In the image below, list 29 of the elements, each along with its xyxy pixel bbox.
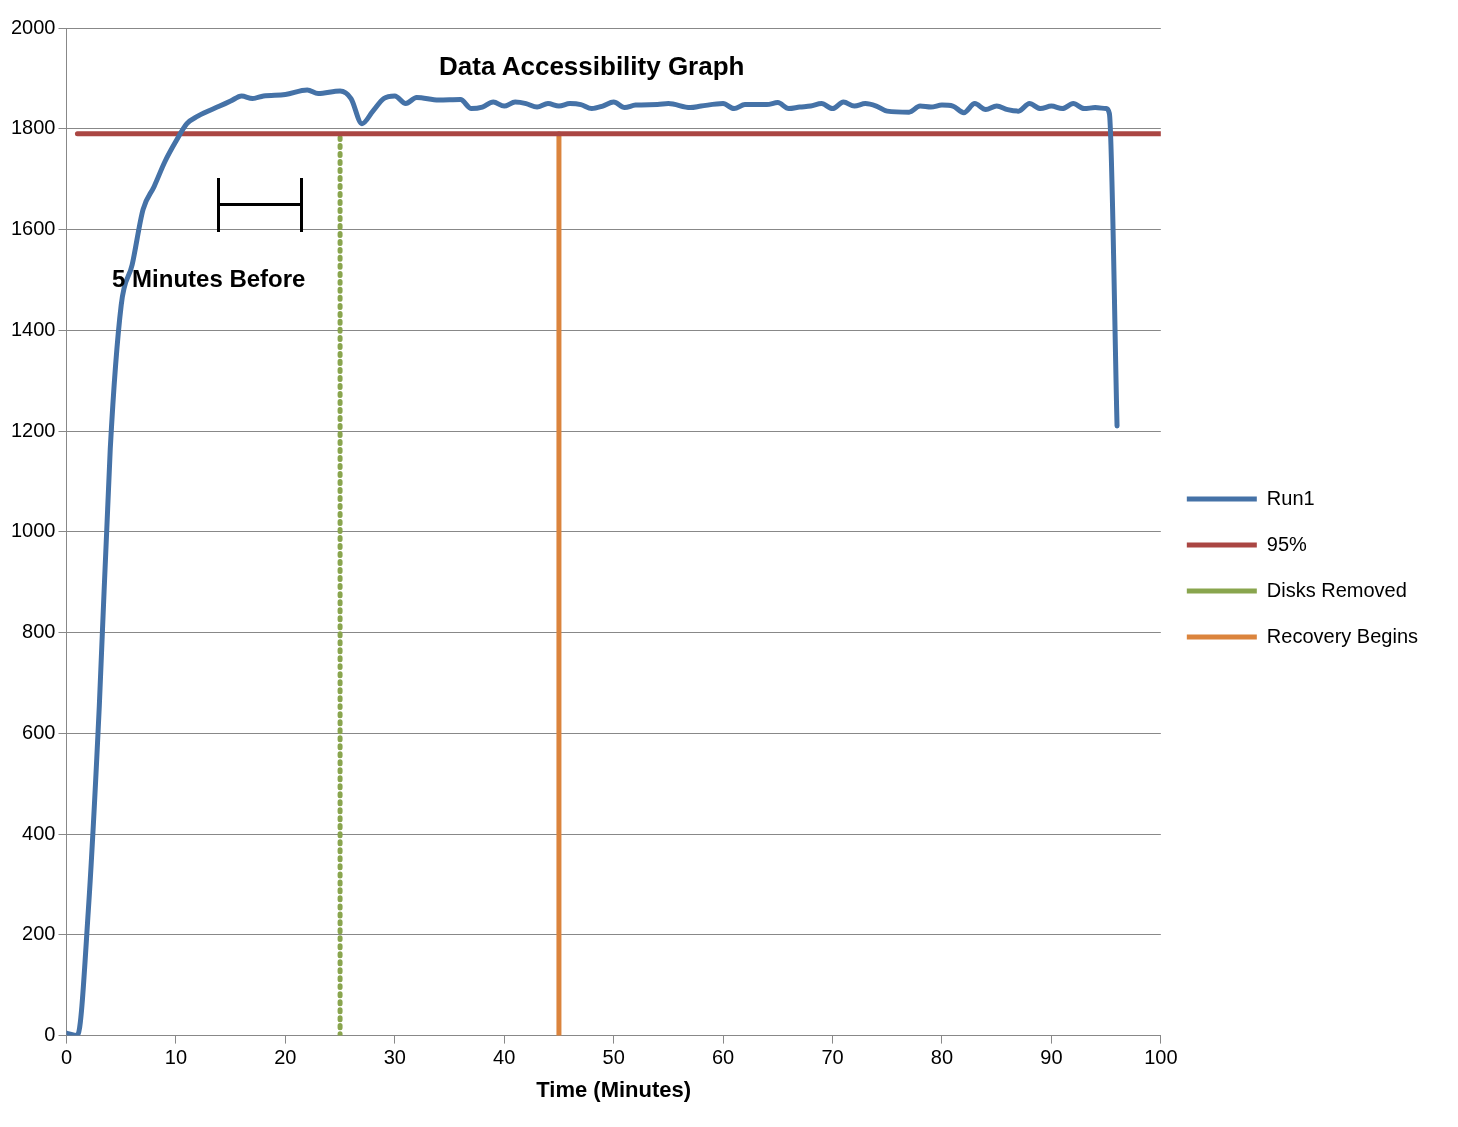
- x-tick-label: 60: [711, 1046, 735, 1069]
- x-tick-label: 40: [493, 1046, 516, 1069]
- y-tick-label: 600: [22, 720, 56, 743]
- y-tick-label: 800: [22, 620, 56, 643]
- text: Data Accessibility Graph: [439, 51, 745, 82]
- legend-label: Disks Removed: [1266, 578, 1407, 601]
- legend-label: Recovery Begins: [1266, 624, 1419, 647]
- annotation: 5 Minutes Before: [112, 264, 306, 292]
- x-tick-label: 90: [1040, 1046, 1063, 1069]
- y-tick-label: 200: [22, 922, 56, 945]
- y-tick-label: 2000: [10, 15, 56, 38]
- x-axis-title: Time (Minutes): [536, 1076, 692, 1102]
- y-tick-label: 400: [22, 821, 56, 844]
- x-tick-label: 30: [383, 1046, 406, 1069]
- y-tick-label: 1200: [10, 418, 56, 441]
- y-tick-label: 1600: [10, 217, 56, 240]
- x-tick-label: 0: [60, 1046, 73, 1069]
- legend-label: 95%: [1266, 532, 1308, 555]
- x-tick-label: 100: [1144, 1046, 1178, 1069]
- y-tick-label: 0: [44, 1023, 56, 1046]
- y-tick-label: 1400: [10, 317, 56, 340]
- y-tick-label: 1000: [10, 519, 56, 542]
- y-tick-label: 1800: [10, 116, 56, 139]
- x-tick-label: 50: [602, 1046, 625, 1069]
- x-tick-label: 80: [930, 1046, 954, 1069]
- legend-label: Run1: [1266, 486, 1315, 509]
- x-tick-label: 20: [274, 1046, 297, 1069]
- x-tick-label: 10: [164, 1046, 188, 1069]
- x-tick-label: 70: [821, 1046, 844, 1069]
